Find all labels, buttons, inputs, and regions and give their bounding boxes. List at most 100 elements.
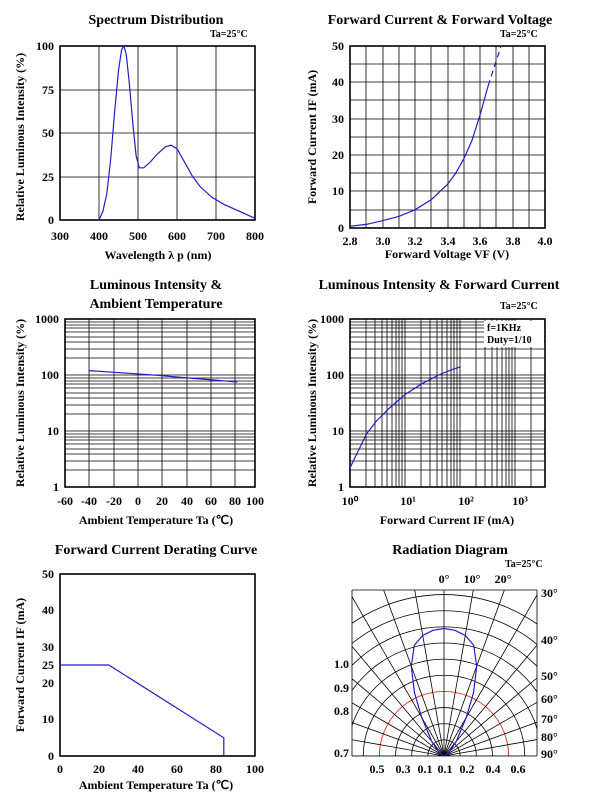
tick-label: 4.0 (538, 234, 553, 248)
radiation-spoke (443, 618, 537, 756)
tick-label: 10 (332, 424, 344, 438)
tick-label: 300 (51, 229, 69, 243)
tick-label: 3.0 (376, 234, 391, 248)
tick-label: 0 (48, 213, 54, 227)
tick-label: -40 (81, 494, 97, 508)
temp-title-line1: Luminous Intensity & (90, 278, 222, 293)
tick-label: 50 (332, 39, 344, 53)
tick-label: 40 (332, 75, 344, 89)
derating-x-ticks: 0 20 40 60 80 100 (57, 762, 264, 776)
iv-y-ticks: 0 10 20 30 40 50 (332, 39, 344, 235)
tick-label: 800 (246, 229, 264, 243)
angle-label: 0° (439, 572, 450, 586)
intensity-label: 1.0 (334, 657, 349, 671)
iv-frame (349, 45, 546, 229)
intensity-label: 0.3 (396, 762, 411, 776)
tick-label: 3.6 (473, 234, 488, 248)
tick-label: 30 (42, 640, 54, 654)
if-x-ticks: 10⁰ 10¹ 10² 10³ (342, 494, 529, 508)
iv-series-line (349, 85, 489, 227)
radiation-spoke (443, 590, 537, 756)
tick-label: 60 (205, 494, 217, 508)
if-note-duty: Duty=1/10 (487, 335, 532, 346)
intensity-label: 0.7 (334, 746, 349, 760)
if-grid (350, 319, 545, 487)
tick-label: 10² (458, 494, 474, 508)
radiation-spoke (352, 590, 445, 756)
tick-label: 0 (135, 494, 141, 508)
spectrum-series-line (98, 44, 256, 221)
intensity-label: 0.1 (438, 762, 453, 776)
spectrum-note: Ta=25°C (210, 29, 248, 40)
tick-label: -60 (57, 494, 73, 508)
radiation-bottom-labels: 0.5 0.3 0.1 0.1 0.2 0.4 0.6 (370, 762, 526, 776)
radiation-chart: Radiation Diagram Ta=25°C 0° 10° 20° 30°… (334, 543, 558, 776)
tick-label: 40 (42, 603, 54, 617)
radiation-spoke (443, 590, 537, 756)
temp-y-ticks: 1 10 100 1000 (35, 312, 59, 494)
spectrum-grid (60, 46, 255, 220)
tick-label: 0 (338, 221, 344, 235)
intensity-label: 0.9 (334, 681, 349, 695)
spectrum-x-ticks: 300 400 500 600 700 800 (51, 229, 264, 243)
temp-frame (64, 318, 256, 488)
iv-x-ticks: 2.8 3.0 3.2 3.4 3.6 3.8 4.0 (343, 234, 553, 248)
tick-label: 30 (332, 112, 344, 126)
tick-label: 20 (93, 762, 105, 776)
spectrum-y-ticks: 0 25 50 75 100 (36, 39, 54, 227)
tick-label: 20 (156, 494, 168, 508)
if-note-temp: Ta=25°C (500, 301, 538, 312)
angle-label: 80° (541, 730, 558, 744)
spectrum-title: Spectrum Distribution (89, 13, 224, 28)
tick-label: 0 (57, 762, 63, 776)
radiation-spoke (352, 686, 445, 756)
iv-y-label: Forward Current IF (mA) (305, 70, 319, 204)
temp-x-label: Ambient Temperature Ta (℃) (79, 513, 233, 527)
tick-label: 10¹ (400, 494, 416, 508)
radiation-spoke (352, 590, 445, 756)
tick-label: 10 (47, 424, 59, 438)
if-intensity-chart: Luminous Intensity & Forward Current Ta=… (305, 278, 560, 527)
intensity-label: 0.2 (460, 762, 475, 776)
tick-label: 10 (332, 184, 344, 198)
if-series-line (349, 366, 461, 469)
temp-grid (65, 319, 255, 487)
if-frame (349, 318, 546, 488)
if-note-background (484, 321, 544, 347)
spectrum-chart: Spectrum Distribution Ta=25°C 300 400 50… (13, 13, 264, 262)
iv-note: Ta=25°C (500, 29, 538, 40)
radiation-spoke (443, 590, 537, 756)
radiation-spoke (443, 686, 537, 756)
tick-label: 700 (207, 229, 225, 243)
intensity-label: 0.6 (511, 762, 526, 776)
iv-title: Forward Current & Forward Voltage (328, 13, 553, 28)
iv-x-label: Forward Voltage VF (V) (385, 247, 509, 261)
derating-series-line (60, 664, 225, 756)
tick-label: 1 (338, 480, 344, 494)
derating-title: Forward Current Derating Curve (55, 543, 257, 558)
tick-label: 80 (229, 494, 241, 508)
tick-label: 100 (326, 368, 344, 382)
tick-label: 50 (42, 567, 54, 581)
tick-label: 400 (90, 229, 108, 243)
radiation-spoke (443, 590, 537, 756)
temp-x-ticks: -60 -40 -20 0 20 40 60 80 100 (57, 494, 264, 508)
tick-label: 600 (168, 229, 186, 243)
radiation-spoke (352, 618, 445, 756)
intensity-label: 0.4 (486, 762, 501, 776)
tick-label: 50 (42, 126, 54, 140)
radiation-spoke (352, 590, 445, 756)
radiation-spokes (352, 590, 537, 756)
radiation-spoke (352, 590, 445, 756)
angle-label: 40° (541, 633, 558, 647)
radiation-spoke (443, 590, 514, 756)
tick-label: 80 (210, 762, 222, 776)
derating-chart: Forward Current Derating Curve 0 20 40 6… (13, 543, 264, 792)
intensity-label: 0.8 (334, 704, 349, 718)
angle-label: 70° (541, 712, 558, 726)
angle-label: 50° (541, 669, 558, 683)
angle-label: 30° (541, 586, 558, 600)
tick-label: -20 (106, 494, 122, 508)
tick-label: 1000 (320, 312, 344, 326)
